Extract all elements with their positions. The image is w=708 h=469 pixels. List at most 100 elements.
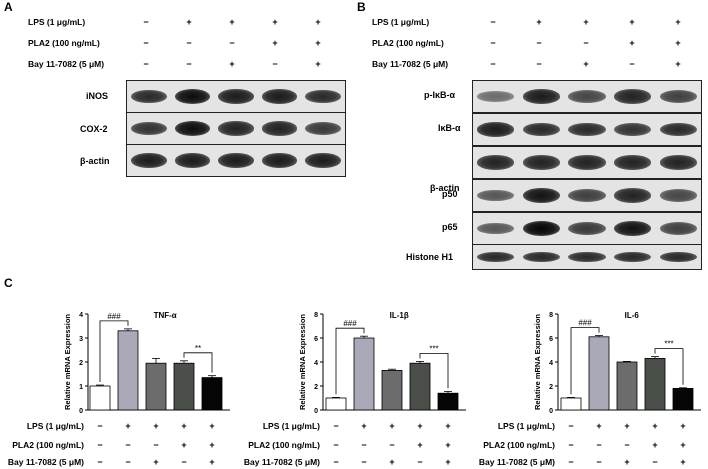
sign: − xyxy=(568,457,574,467)
blot-band xyxy=(613,89,652,104)
sign: + xyxy=(675,38,681,48)
blot-band xyxy=(174,88,211,105)
blot-label-p50: p50 xyxy=(442,188,458,199)
blot-band xyxy=(477,222,515,235)
sign: − xyxy=(125,457,131,467)
sign: + xyxy=(417,421,423,431)
sign: − xyxy=(652,457,658,467)
sign: + xyxy=(680,421,686,431)
blot-band xyxy=(568,189,606,202)
sign: − xyxy=(417,457,423,467)
blot-band xyxy=(613,122,652,137)
blot-band xyxy=(130,121,167,136)
blot-band xyxy=(477,251,515,263)
blot-band xyxy=(613,221,652,236)
significance-bracket xyxy=(335,327,365,395)
blot-band xyxy=(130,153,167,168)
y-axis-label: Relative mRNA Expression xyxy=(298,314,307,410)
sign: + xyxy=(629,38,635,48)
bar xyxy=(145,362,167,411)
sign: + xyxy=(361,421,367,431)
bar xyxy=(201,377,223,411)
condition-label: Bay 11-7082 (5 μM) xyxy=(478,457,555,467)
blot-p65 xyxy=(472,212,702,245)
condition-label-lps: LPS (1 μg/mL) xyxy=(28,17,86,27)
sign: − xyxy=(143,59,149,69)
blot-band xyxy=(174,120,211,137)
blot-band xyxy=(659,251,697,263)
sign: − xyxy=(596,457,602,467)
sign: + xyxy=(652,421,658,431)
sign: + xyxy=(181,440,187,450)
sign: + xyxy=(389,457,395,467)
significance-bracket xyxy=(419,352,449,389)
blot-band xyxy=(568,251,606,263)
blot-cox2 xyxy=(126,112,346,145)
blot-label-inos: iNOS xyxy=(86,91,109,101)
sign: − xyxy=(568,421,574,431)
sign: − xyxy=(583,38,589,48)
significance-bracket xyxy=(99,320,129,383)
blot-label-beta-actin: β-actin xyxy=(430,183,460,193)
chart-title: TNF-α xyxy=(154,311,177,320)
blot-label-beta-actin: β-actin xyxy=(80,155,110,166)
sign: + xyxy=(445,421,451,431)
y-tick-label: 2 xyxy=(549,384,553,391)
significance-bracket xyxy=(654,348,684,385)
blot-band xyxy=(305,121,342,136)
blot-band xyxy=(130,89,167,104)
y-tick-label: 1 xyxy=(79,384,83,391)
blot-band xyxy=(305,89,342,104)
blot-band xyxy=(261,89,298,104)
blot-label-p65: p65 xyxy=(442,221,458,232)
sign: + xyxy=(536,17,542,27)
blot-label-ikb-alpha: IκB-α xyxy=(438,122,461,133)
significance-label: ### xyxy=(343,319,357,328)
y-tick-label: 8 xyxy=(314,312,318,319)
sign: + xyxy=(209,457,215,467)
blot-band xyxy=(522,251,561,263)
sign: + xyxy=(652,440,658,450)
y-axis-label: Relative mRNA Expression xyxy=(533,314,542,410)
blot-label-p-ikb-alpha: p-IκB-α xyxy=(424,89,456,100)
sign: + xyxy=(181,421,187,431)
blot-band xyxy=(659,122,697,137)
blot-band xyxy=(477,91,515,102)
blot-band xyxy=(261,121,298,136)
condition-label: Bay 11-7082 (5 μM) xyxy=(7,457,84,467)
blot-band xyxy=(477,122,515,137)
bar xyxy=(353,337,375,411)
sign: − xyxy=(97,440,103,450)
sign: − xyxy=(186,59,192,69)
condition-label-bay: Bay 11-7082 (5 μM) xyxy=(372,59,449,69)
bar xyxy=(381,369,403,411)
blot-band xyxy=(568,122,606,137)
y-tick-label: 4 xyxy=(79,312,83,319)
sign: − xyxy=(97,421,103,431)
sign: − xyxy=(568,440,574,450)
sign: + xyxy=(445,457,451,467)
sign: + xyxy=(445,440,451,450)
blot-histone-h1 xyxy=(472,244,702,270)
bar xyxy=(173,362,195,411)
sign: + xyxy=(209,421,215,431)
y-tick-label: 0 xyxy=(79,408,83,415)
sign: + xyxy=(583,59,589,69)
sign: − xyxy=(229,38,235,48)
y-tick-label: 4 xyxy=(314,360,318,367)
blot-band xyxy=(218,89,254,104)
blot-band xyxy=(568,90,606,103)
blot-p50 xyxy=(472,179,702,212)
condition-label-pla2: PLA2 (100 ng/mL) xyxy=(28,38,100,48)
sign: − xyxy=(389,440,395,450)
bar xyxy=(644,357,666,411)
condition-label: LPS (1 μg/mL) xyxy=(497,421,555,431)
sign: + xyxy=(675,17,681,27)
blot-band xyxy=(218,153,254,168)
y-tick-label: 4 xyxy=(549,360,553,367)
sign: + xyxy=(315,38,321,48)
sign: − xyxy=(596,440,602,450)
bar xyxy=(560,397,582,411)
chart-title: IL-1β xyxy=(390,311,409,320)
y-axis-label: Relative mRNA Expression xyxy=(63,314,72,410)
